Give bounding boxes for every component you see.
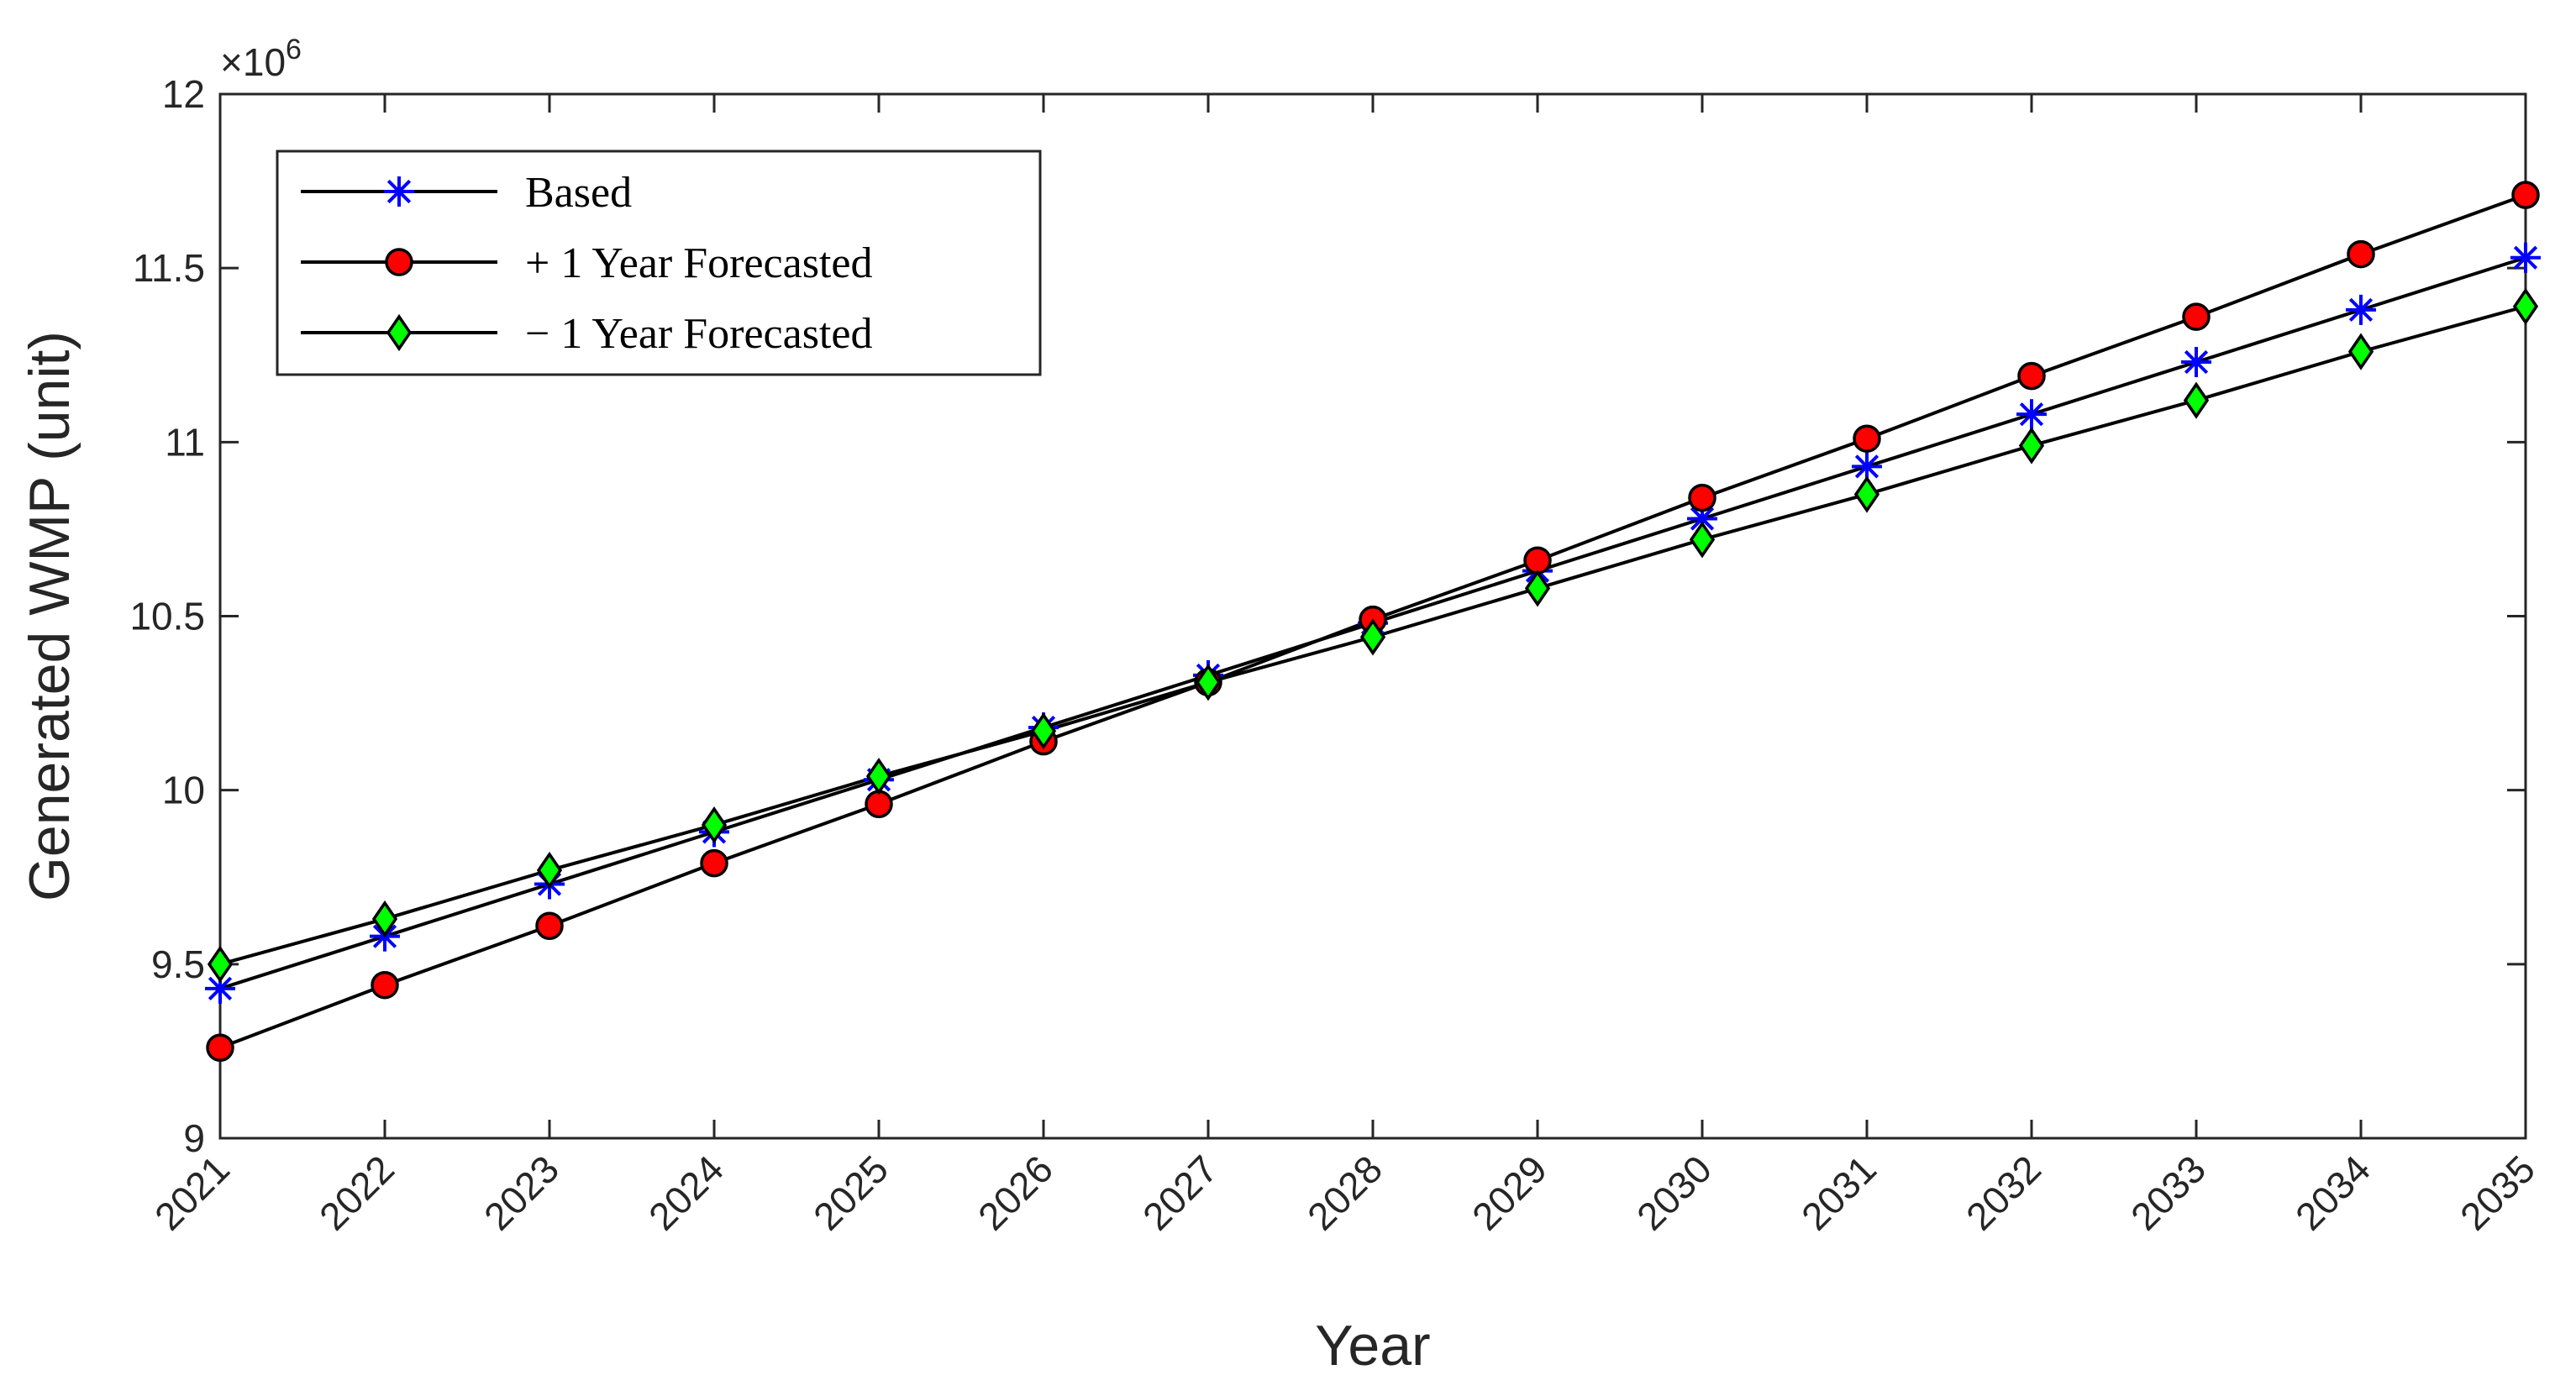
y-axis-multiplier-exponent: 6 bbox=[286, 34, 302, 66]
data-point-series-1 bbox=[2017, 361, 2046, 391]
data-point-series-1 bbox=[1853, 424, 1881, 453]
data-point-series-1 bbox=[1688, 483, 1716, 512]
data-point-series-0 bbox=[2016, 399, 2047, 430]
data-point-series-1 bbox=[535, 911, 564, 941]
legend-marker bbox=[384, 176, 414, 207]
legend-marker bbox=[385, 248, 413, 276]
data-point-series-1 bbox=[2182, 302, 2211, 331]
data-point-series-2 bbox=[865, 757, 892, 795]
y-tick-label: 9.5 bbox=[151, 942, 205, 986]
legend-label: Based bbox=[525, 169, 632, 217]
data-point-series-1 bbox=[206, 1033, 234, 1063]
data-point-series-2 bbox=[1359, 618, 1386, 656]
y-tick-label: 9 bbox=[183, 1116, 205, 1160]
legend-item: + 1 Year Forecasted bbox=[301, 239, 872, 287]
y-tick-label: 10.5 bbox=[129, 595, 205, 638]
series-markers bbox=[205, 181, 2541, 1063]
y-axis-multiplier: ×106 bbox=[220, 34, 302, 84]
data-point-series-2 bbox=[536, 851, 563, 890]
data-point-series-2 bbox=[2018, 427, 2045, 465]
data-point-series-1 bbox=[2511, 181, 2540, 209]
data-point-series-2 bbox=[371, 900, 398, 938]
y-tick-label: 11.5 bbox=[133, 246, 205, 290]
y-tick-label: 10 bbox=[162, 769, 205, 812]
legend-label: − 1 Year Forecasted bbox=[525, 310, 872, 358]
legend-marker bbox=[386, 313, 413, 352]
data-point-series-1 bbox=[371, 970, 399, 1000]
data-point-series-1 bbox=[1523, 546, 1552, 575]
legend: Based + 1 Year Forecasted − 1 Year Forecas… bbox=[276, 150, 1042, 376]
data-point-series-2 bbox=[701, 806, 728, 844]
data-point-series-2 bbox=[1853, 475, 1880, 513]
data-point-series-2 bbox=[1689, 521, 1716, 559]
y-axis-title: Generated WMP (unit) bbox=[18, 331, 81, 901]
data-point-series-2 bbox=[1195, 664, 1222, 701]
data-point-series-2 bbox=[2183, 381, 2210, 419]
data-point-series-0 bbox=[2181, 347, 2211, 378]
data-point-series-2 bbox=[1524, 570, 1551, 607]
legend-item: Based bbox=[301, 169, 632, 217]
y-tick-label: 11 bbox=[165, 420, 205, 464]
y-tick-label: 12 bbox=[162, 72, 205, 116]
y-axis-multiplier-base: ×10 bbox=[220, 40, 286, 84]
data-point-series-2 bbox=[2512, 287, 2539, 325]
data-point-series-2 bbox=[207, 945, 234, 983]
data-point-series-1 bbox=[865, 790, 893, 818]
legend-item: − 1 Year Forecasted bbox=[301, 310, 872, 358]
data-point-series-0 bbox=[2346, 294, 2376, 325]
data-point-series-2 bbox=[2347, 333, 2374, 370]
data-point-series-1 bbox=[2347, 239, 2375, 269]
data-point-series-1 bbox=[700, 848, 728, 878]
data-point-series-0 bbox=[2510, 242, 2541, 273]
x-axis-title: Year bbox=[1315, 1314, 1430, 1378]
data-point-series-2 bbox=[1030, 712, 1057, 750]
legend-label: + 1 Year Forecasted bbox=[525, 239, 872, 287]
